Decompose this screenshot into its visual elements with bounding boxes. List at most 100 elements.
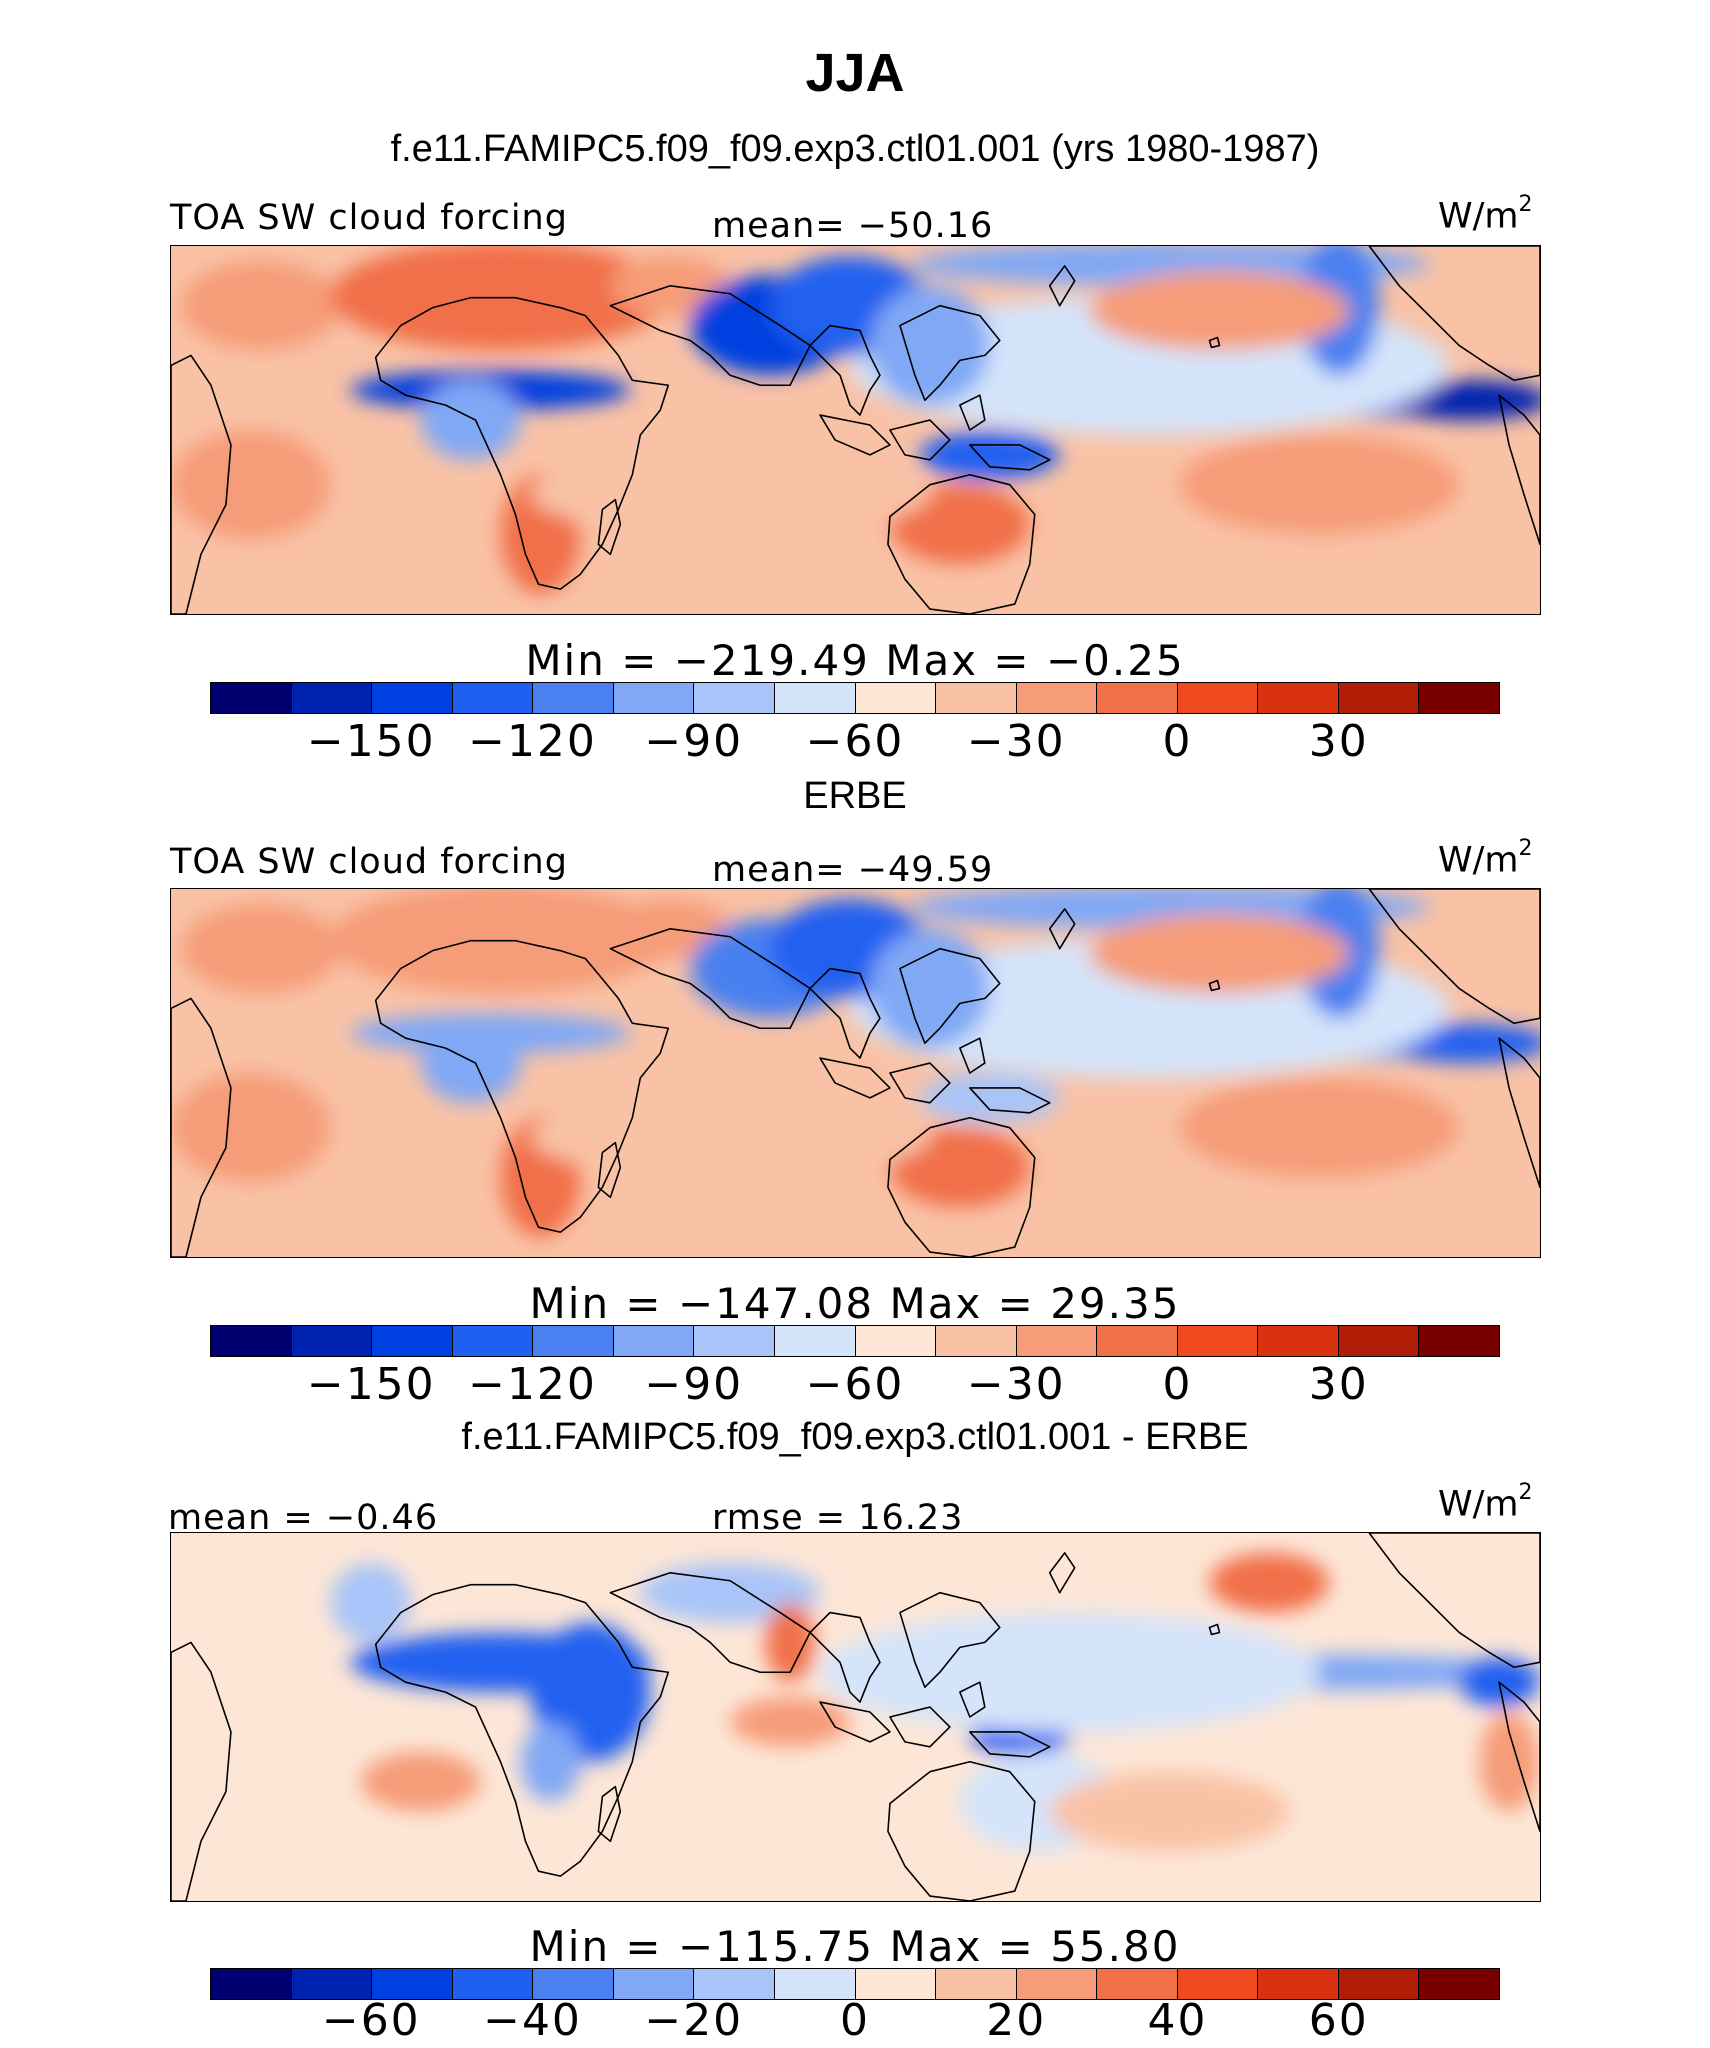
contour-region	[520, 1721, 581, 1802]
contour-region	[420, 380, 521, 460]
colorbar-swatch	[1177, 1326, 1259, 1356]
coastline	[171, 997, 232, 1257]
panel-2-mean-label: mean= −49.59	[712, 850, 994, 890]
colorbar-tick-label: 0	[840, 1995, 870, 2046]
coastline	[609, 927, 811, 1030]
panel-3-mean-label: mean = −0.46	[168, 1498, 439, 1538]
colorbar-swatch	[291, 683, 373, 713]
panel-2-minmax: Min = −147.08 Max = 29.35	[529, 1279, 1181, 1328]
coastline	[171, 354, 232, 614]
coastline	[959, 394, 986, 431]
map-svg	[171, 1533, 1540, 1901]
coastline	[171, 1641, 232, 1901]
colorbar-swatch	[1016, 1969, 1098, 1999]
contour-region	[360, 1751, 481, 1812]
colorbar-swatch	[1258, 683, 1339, 713]
colorbar-swatch	[855, 1969, 937, 1999]
coastline	[1498, 1037, 1540, 1189]
coastline	[609, 284, 811, 387]
colorbar-tick-label: 20	[986, 1995, 1047, 2046]
coastline	[899, 947, 1001, 1044]
colorbar-swatch	[1258, 1326, 1339, 1356]
coastline	[889, 419, 951, 461]
coastline	[597, 1785, 622, 1843]
coastline	[374, 939, 670, 1233]
colorbar-swatch	[291, 1969, 373, 1999]
coastline	[809, 1611, 881, 1703]
colorbar-swatch	[774, 1969, 856, 1999]
panel-3-units: W/m2	[1438, 1480, 1533, 1525]
colorbar-swatch	[1419, 683, 1499, 713]
colorbar-tick-label: −60	[321, 1995, 421, 2046]
coastline	[597, 1141, 622, 1199]
contour-region	[640, 1562, 821, 1623]
coastline	[1208, 1623, 1221, 1636]
contour-region	[180, 260, 341, 351]
colorbar-swatch	[1016, 1326, 1098, 1356]
coastline	[809, 967, 881, 1059]
coastline	[609, 1571, 811, 1674]
coastline	[1048, 265, 1076, 307]
contour-region	[530, 454, 930, 535]
colorbar-swatch	[452, 1326, 534, 1356]
contour-region	[869, 285, 990, 406]
coastline	[597, 498, 622, 556]
coastline	[819, 414, 891, 456]
colorbar-tick-label: −90	[644, 1359, 744, 1410]
colorbar-tick-label: −120	[468, 1359, 597, 1410]
panel-1-units: W/m2	[1438, 192, 1533, 237]
contour-region	[765, 1602, 816, 1683]
colorbar-swatch	[855, 683, 937, 713]
contour-region	[919, 1073, 1060, 1123]
colorbar-swatch	[1338, 683, 1420, 713]
colorbar-tick-label: −150	[306, 1359, 436, 1410]
colorbar-tick-label: −20	[644, 1995, 744, 2046]
colorbar-swatch	[694, 1326, 775, 1356]
coastline	[969, 1087, 1051, 1114]
colorbar-swatch	[1338, 1969, 1420, 1999]
coastline	[1208, 336, 1221, 349]
colorbar-swatch	[1419, 1969, 1499, 1999]
colorbar-swatch	[855, 1326, 937, 1356]
contour-region	[909, 889, 1430, 929]
panel-1-mean-label: mean= −50.16	[712, 206, 994, 246]
coastline	[809, 324, 881, 416]
panel-3-heading: f.e11.FAMIPC5.f09_f09.exp3.ctl01.001 - E…	[461, 1416, 1249, 1458]
colorbar-tick-label: −150	[306, 716, 436, 767]
colorbar-swatch	[452, 1969, 534, 1999]
colorbar-tick-label: 0	[1162, 1359, 1193, 1410]
contour-region	[919, 430, 1060, 480]
panel-2-variable-label: TOA SW cloud forcing	[170, 842, 568, 882]
colorbar-swatch	[533, 1326, 614, 1356]
contour-region	[171, 430, 331, 540]
coastline	[969, 1731, 1051, 1758]
colorbar-tick-label: −40	[483, 1995, 582, 2046]
contour-region	[1089, 913, 1350, 994]
panel-3-map	[170, 1532, 1541, 1902]
colorbar-swatch	[613, 1969, 695, 1999]
colorbar-tick-label: −120	[468, 716, 597, 767]
panel-1-heading: f.e11.FAMIPC5.f09_f09.exp3.ctl01.001 (yr…	[390, 128, 1320, 170]
colorbar-swatch	[1016, 683, 1098, 713]
colorbar-swatch	[613, 683, 695, 713]
coastline	[887, 473, 1036, 614]
map-svg	[171, 889, 1540, 1257]
coastline	[1498, 394, 1540, 546]
colorbar-tick-label: −30	[966, 716, 1066, 767]
colorbar-swatch	[1097, 1969, 1178, 1999]
colorbar-swatch	[1338, 1326, 1420, 1356]
contour-region	[1049, 1771, 1290, 1852]
colorbar-tick-label: 60	[1308, 1995, 1369, 2046]
contour-region	[530, 1097, 930, 1178]
panel-2-heading: ERBE	[803, 775, 907, 817]
contour-region	[889, 484, 1030, 565]
colorbar-swatch	[694, 683, 775, 713]
panel-2-map	[170, 888, 1541, 1258]
colorbar-swatch	[533, 1969, 614, 1999]
coastline	[374, 296, 670, 590]
coastline	[887, 1760, 1036, 1901]
colorbar-swatch	[372, 683, 453, 713]
colorbar-tick-label: 0	[1162, 716, 1193, 767]
contour-region	[1479, 1712, 1540, 1812]
coastline	[819, 1701, 891, 1743]
